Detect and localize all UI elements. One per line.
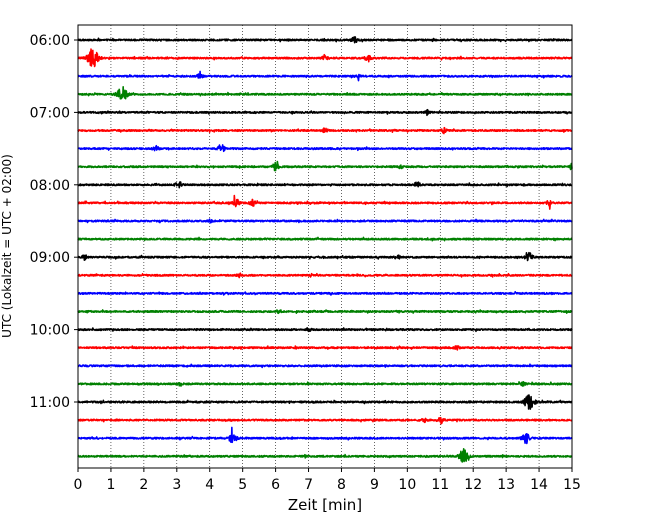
x-tick-label: 12 (464, 477, 482, 493)
y-tick-label: 07:00 (30, 105, 70, 121)
seismic-trace (77, 448, 573, 463)
x-tick-label: 3 (172, 477, 181, 493)
x-tick-label: 6 (271, 477, 280, 493)
seismic-trace (77, 327, 573, 333)
seismic-trace (77, 35, 573, 44)
seismic-trace (77, 345, 573, 351)
seismic-trace (77, 48, 573, 68)
x-tick-label: 7 (304, 477, 313, 493)
x-tick-label: 5 (238, 477, 247, 493)
x-tick-label: 1 (106, 477, 115, 493)
x-tick-label: 2 (139, 477, 148, 493)
x-tick-label: 11 (431, 477, 449, 493)
seismic-trace (77, 309, 573, 315)
grid-layer (110, 25, 540, 468)
seismic-trace (77, 218, 573, 224)
seismic-trace (77, 416, 573, 425)
x-tick-label: 8 (337, 477, 346, 493)
seismic-trace (77, 86, 573, 100)
seismic-trace (77, 144, 573, 153)
x-tick-label: 14 (530, 477, 548, 493)
x-tick-label: 10 (398, 477, 416, 493)
seismic-trace (77, 363, 573, 369)
seismic-trace (77, 126, 573, 135)
seismic-trace (77, 236, 573, 242)
seismic-trace (77, 108, 573, 117)
seismic-trace (77, 380, 573, 387)
seismic-trace (77, 394, 573, 410)
y-axis: 06:00 07:00 08:00 09:00 10:00 11:00 (30, 33, 78, 411)
seismic-trace (77, 160, 573, 172)
y-tick-label: 10:00 (30, 323, 70, 339)
seismic-trace (77, 426, 573, 445)
x-axis: 0 1 2 3 4 5 6 7 8 9 10 11 12 13 14 15 (74, 468, 581, 493)
seismic-trace (77, 194, 573, 210)
x-axis-label: Zeit [min] (288, 496, 362, 514)
trace-layer (77, 35, 573, 463)
y-tick-label: 09:00 (30, 250, 70, 266)
y-tick-label: 08:00 (30, 178, 70, 194)
seismic-trace (77, 251, 573, 262)
x-tick-label: 0 (74, 477, 83, 493)
x-tick-label: 13 (497, 477, 515, 493)
y-tick-label: 06:00 (30, 33, 70, 49)
plot-frame (77, 24, 573, 469)
seismic-trace (77, 272, 573, 279)
x-tick-label: 4 (205, 477, 214, 493)
x-tick-label: 15 (563, 477, 581, 493)
seismic-trace (77, 291, 573, 296)
seismic-trace (77, 181, 573, 189)
seismic-trace (77, 70, 573, 82)
y-tick-label: 11:00 (30, 395, 70, 411)
x-tick-label: 9 (370, 477, 379, 493)
y-axis-label: UTC (Lokalzeit = UTC + 02:00) (0, 154, 14, 338)
